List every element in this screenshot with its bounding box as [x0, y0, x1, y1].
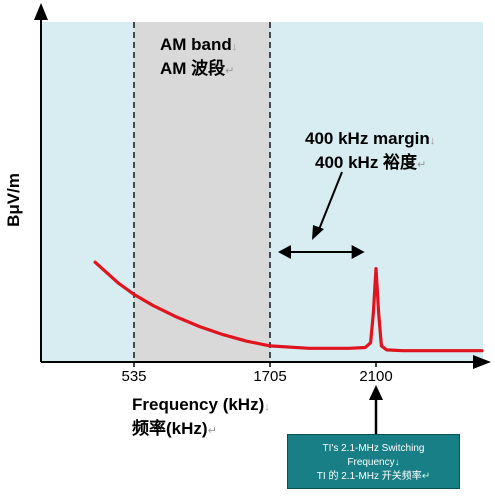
margin-label: 400 kHz margin↓ 400 kHz 裕度↵: [305, 128, 435, 176]
am-band-label-zh: AM 波段: [160, 59, 226, 78]
return-mark: ↵: [421, 471, 431, 482]
y-axis-arrowhead: [34, 3, 48, 20]
margin-label-zh: 400 kHz 裕度: [315, 153, 418, 172]
callout-line-1: TI's 2.1-MHz Switching: [322, 443, 425, 454]
callout-pointer-arrowhead: [369, 385, 383, 400]
x-axis-arrowhead: [473, 355, 491, 369]
margin-label-en: 400 kHz margin: [305, 129, 430, 148]
return-mark: ↵: [225, 65, 235, 77]
am-band-shading: [134, 22, 270, 362]
x-axis-label-zh: 频率(kHz): [132, 419, 208, 438]
x-axis-label: Frequency (kHz)↓ 频率(kHz)↵: [132, 394, 270, 442]
tick-label-1705: 1705: [253, 368, 287, 385]
am-band-label-en: AM band: [160, 35, 232, 54]
callout-line-2: Frequency: [347, 457, 395, 468]
margin-pointer-arrow: [317, 171, 343, 233]
paragraph-mark: ↓: [429, 135, 436, 147]
callout-line-3: TI 的 2.1-MHz 开关频率: [316, 471, 422, 482]
paragraph-mark: ↓: [231, 41, 238, 53]
margin-arrowhead-left: [278, 245, 291, 259]
x-ticks: [133, 362, 377, 367]
tick-label-2100: 2100: [359, 368, 393, 385]
emission-curve: [93, 260, 484, 353]
am-band-label: AM band↓ AM 波段↵: [160, 34, 237, 82]
y-axis-label: BμV/m: [4, 173, 23, 227]
return-mark: ↵: [207, 425, 217, 437]
tick-label-535: 535: [121, 368, 147, 385]
paragraph-mark: ↓: [264, 401, 270, 413]
x-axis-label-en: Frequency (kHz): [132, 395, 265, 414]
paragraph-mark: ↓: [394, 457, 400, 468]
switching-frequency-callout: TI's 2.1-MHz Switching Frequency↓ TI 的 2…: [287, 434, 460, 489]
return-mark: ↵: [417, 159, 427, 171]
margin-arrowhead-right: [351, 245, 365, 259]
margin-pointer-arrowhead: [312, 225, 324, 240]
